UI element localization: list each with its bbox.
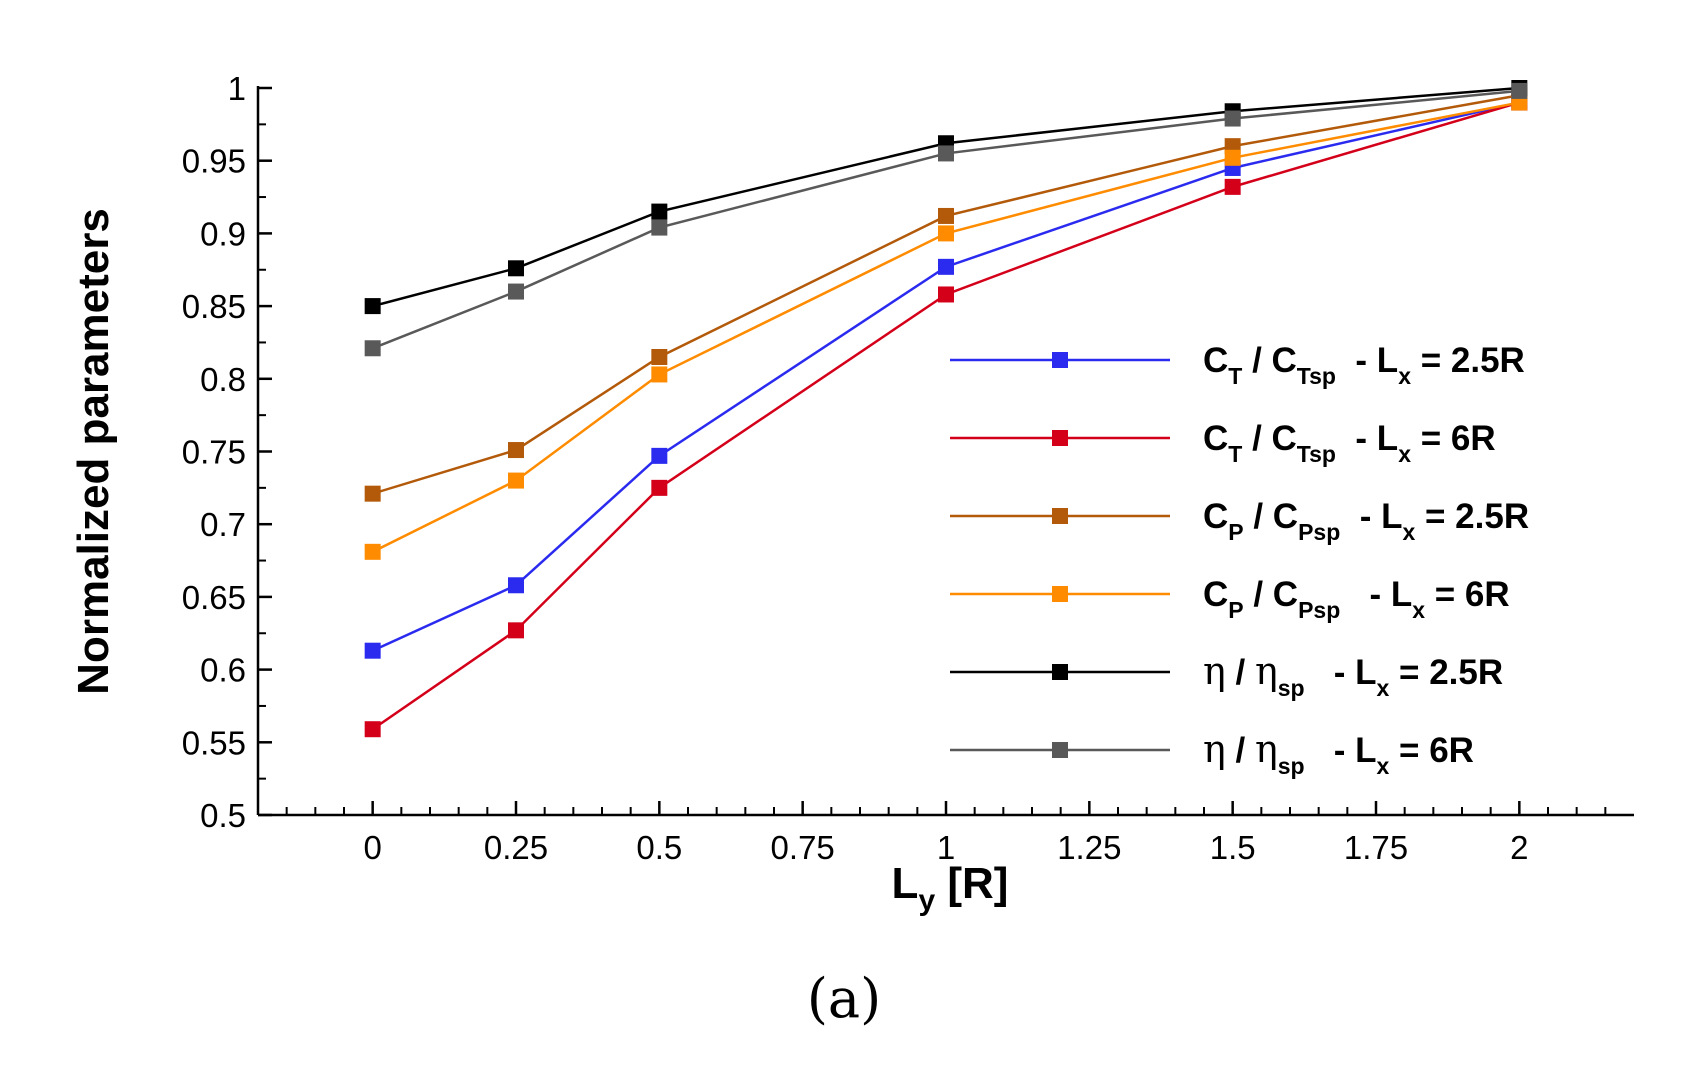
- legend-marker: [1052, 352, 1068, 368]
- data-point: [1224, 149, 1241, 166]
- series-5: [364, 80, 1528, 315]
- data-point: [364, 485, 381, 502]
- legend-marker: [1052, 742, 1068, 758]
- x-tick-label: 1: [937, 829, 955, 866]
- legend-marker: [1052, 430, 1068, 446]
- legend-marker: [1052, 664, 1068, 680]
- data-point: [938, 286, 954, 303]
- legend-label: CT / CTsp - Lx = 2.5R: [1203, 341, 1525, 389]
- data-point: [651, 203, 668, 220]
- data-point: [651, 348, 668, 365]
- x-tick-label: 1.25: [1057, 829, 1121, 866]
- y-tick-label: 0.6: [200, 652, 246, 689]
- y-tick-label: 0.5: [200, 797, 246, 834]
- data-point: [938, 225, 954, 242]
- y-tick-label: 0.9: [200, 215, 246, 252]
- data-point: [938, 258, 954, 275]
- series-line: [372, 101, 1520, 553]
- data-point: [651, 219, 668, 236]
- data-point: [1511, 82, 1528, 99]
- y-axis-title: Normalized parameters: [69, 208, 118, 695]
- y-tick-label: 1: [228, 70, 246, 107]
- y-tick-label: 0.65: [182, 579, 246, 616]
- data-point: [364, 298, 381, 315]
- legend-marker: [1052, 586, 1068, 602]
- data-point: [508, 260, 524, 277]
- series-6: [364, 82, 1528, 357]
- legend-entry-3: CP / CPsp - Lx = 2.5R: [950, 497, 1529, 545]
- legend-label: CP / CPsp - Lx = 2.5R: [1203, 497, 1529, 545]
- x-axis-title: Ly [R]: [892, 859, 1009, 917]
- legend-label: CP / CPsp - Lx = 6R: [1203, 575, 1510, 623]
- figure-caption: (a): [807, 967, 881, 1030]
- data-point: [1224, 178, 1241, 195]
- y-tick-label: 0.7: [200, 506, 246, 543]
- legend-label: η / ηsp - Lx = 6R: [1203, 727, 1474, 779]
- data-point: [364, 642, 381, 659]
- y-tick-label: 0.75: [182, 434, 246, 471]
- legend-label: CT / CTsp - Lx = 6R: [1203, 419, 1496, 467]
- legend-entry-1: CT / CTsp - Lx = 2.5R: [950, 341, 1525, 389]
- series-line: [372, 94, 1520, 495]
- y-tick-label: 0.95: [182, 143, 246, 180]
- x-tick-label: 1.75: [1344, 829, 1408, 866]
- data-point: [508, 622, 524, 639]
- y-tick-label: 0.85: [182, 288, 246, 325]
- data-point: [364, 340, 381, 357]
- y-tick-label: 0.55: [182, 724, 246, 761]
- data-point: [1224, 110, 1241, 127]
- data-point: [651, 479, 668, 496]
- series-line: [372, 86, 1520, 308]
- x-tick-label: 2: [1510, 829, 1528, 866]
- data-point: [938, 145, 954, 162]
- x-tick-label: 0: [363, 829, 381, 866]
- x-tick-label: 0.5: [636, 829, 682, 866]
- series-2: [364, 94, 1528, 738]
- data-point: [364, 543, 381, 560]
- data-point: [508, 442, 524, 459]
- legend-entry-4: CP / CPsp - Lx = 6R: [950, 575, 1510, 623]
- legend-entry-5: η / ηsp - Lx = 2.5R: [950, 649, 1503, 701]
- series-line: [372, 101, 1520, 652]
- x-tick-label: 1.5: [1210, 829, 1256, 866]
- data-point: [508, 283, 524, 300]
- legend-entry-2: CT / CTsp - Lx = 6R: [950, 419, 1496, 467]
- x-tick-label: 0.75: [771, 829, 835, 866]
- data-point: [508, 577, 524, 594]
- series-4: [364, 94, 1528, 560]
- data-point: [938, 207, 954, 224]
- y-tick-label: 0.8: [200, 361, 246, 398]
- data-point: [651, 447, 668, 464]
- series-line: [371, 101, 1520, 731]
- legend-marker: [1052, 508, 1068, 524]
- legend-entry-6: η / ηsp - Lx = 6R: [950, 727, 1474, 779]
- data-point: [364, 721, 381, 738]
- legend-label: η / ηsp - Lx = 2.5R: [1203, 649, 1503, 701]
- data-point: [651, 366, 668, 383]
- x-tick-label: 0.25: [484, 829, 548, 866]
- data-point: [508, 472, 524, 489]
- series-line: [372, 89, 1520, 350]
